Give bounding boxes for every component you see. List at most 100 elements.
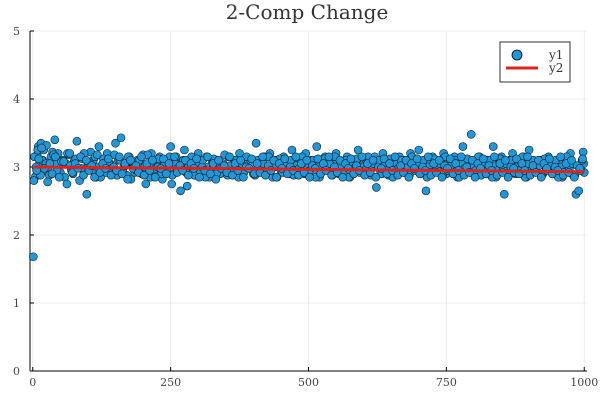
scatter-point [81,155,91,165]
y-tick-label: 0 [13,365,20,378]
scatter-point [523,152,532,162]
scatter-point [150,172,160,182]
scatter-point [291,152,301,162]
scatter-point [338,172,347,182]
scatter-point [479,154,488,164]
scatter-point [261,170,270,180]
scatter-point [72,136,82,146]
scatter-point [567,155,576,165]
scatter-point [379,154,389,164]
scatter-point [466,130,476,139]
scatter-point [512,154,521,164]
scatter-point [141,179,151,189]
scatter-point [423,152,433,162]
scatter-point [313,154,323,164]
scatter-point [94,142,104,151]
scatter-point [54,172,64,182]
y-tick-label: 2 [13,229,20,242]
scatter-point [490,152,499,162]
scatter-point [166,142,175,151]
scatter-point [536,172,546,182]
chart-title: 2-Comp Change [226,0,389,24]
scatter-point [161,169,171,179]
scatter-point [123,174,132,184]
scatter-point [51,152,60,162]
scatter-point [324,152,334,162]
scatter-point [37,143,46,153]
scatter-point [574,186,584,196]
legend: y1 y2 [499,41,571,83]
scatter-point [167,179,177,189]
scatter-point [195,172,204,182]
scatter-point [148,155,157,165]
scatter-point [90,172,99,182]
x-tick-label: 0 [29,376,36,389]
x-tick-label: 750 [436,376,457,389]
scatter-point [488,142,498,151]
legend-label-y2: y2 [548,61,563,75]
scatter-point [192,154,201,164]
y-tick-label: 3 [13,161,20,174]
scatter-point [390,152,400,162]
scatter-point [159,154,168,164]
scatter-point [29,176,39,185]
scatter-point [421,186,431,196]
scatter-point [305,172,314,182]
scatter-point [412,154,422,164]
scatter-point [65,149,75,158]
axis-layer: 0 250 500 750 1000 0 1 2 3 4 5 [13,25,598,389]
scatter-point [111,138,120,148]
scatter-point [414,145,424,155]
scatter-point [116,133,126,143]
scatter-point [203,152,212,162]
scatter-point [176,186,185,196]
scatter-point [106,170,116,180]
scatter-point [456,152,466,162]
scatter-point [458,142,468,151]
scatter-point [372,183,381,192]
scatter-point [578,154,587,164]
scatter-point [236,155,245,165]
legend-box [499,41,571,83]
scatter-point [59,157,68,166]
trend-line [33,165,585,174]
scatter-point [104,154,113,164]
scatter-point [445,154,455,164]
scatter-point [29,252,38,262]
scatter-point [503,172,513,182]
scatter-point [258,152,268,162]
scatter-point [501,155,510,165]
scatter-point [437,172,447,182]
scatter-point [434,155,444,165]
scatter-point [239,172,248,182]
scatter-point [570,172,579,182]
scatter-point [353,145,363,155]
scatter-point [280,154,290,164]
scatter-point [545,154,554,164]
scatter-point [62,179,72,189]
scatter-point [164,159,174,168]
scatter-point [228,170,237,180]
legend-label-y1: y1 [548,48,563,62]
scatter-point [139,170,149,180]
scatter-point [371,172,381,182]
scatter-point [225,152,234,162]
scatter-point [183,170,193,180]
scatter-point [211,174,221,184]
scatter-point [182,181,192,191]
legend-marker-y1 [511,49,523,61]
y-tick-label: 5 [13,25,20,38]
scatter-point [272,172,281,182]
scatter-point [556,152,565,162]
y-tick-label: 1 [13,297,20,310]
scatter-point [357,152,367,162]
scatter-point [180,145,189,155]
scatter-point [126,155,135,165]
scatter-point [137,152,146,162]
scatter-point [346,154,356,164]
scatter-point [251,138,261,148]
scatter-point [214,155,223,165]
scatter-point [499,189,509,199]
